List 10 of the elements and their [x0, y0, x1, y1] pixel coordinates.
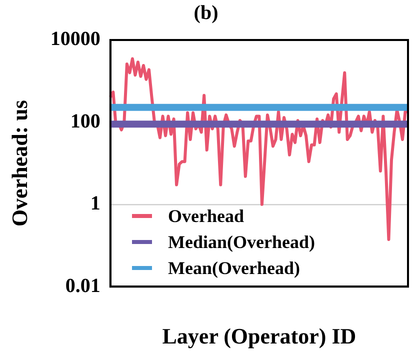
y-tick-label: 10000 — [50, 28, 100, 50]
x-axis-title: Layer (Operator) ID — [162, 323, 356, 348]
y-tick-label: 100 — [70, 110, 100, 132]
y-axis-title: Overhead: us — [6, 100, 32, 227]
legend-label: Mean(Overhead) — [168, 257, 300, 280]
y-tick-label: 1 — [90, 192, 100, 215]
y-tick-label: 0.01 — [65, 274, 100, 297]
legend-label: Overhead — [168, 205, 244, 228]
chart-title: (b) — [194, 2, 218, 24]
legend-label: Median(Overhead) — [168, 231, 315, 254]
